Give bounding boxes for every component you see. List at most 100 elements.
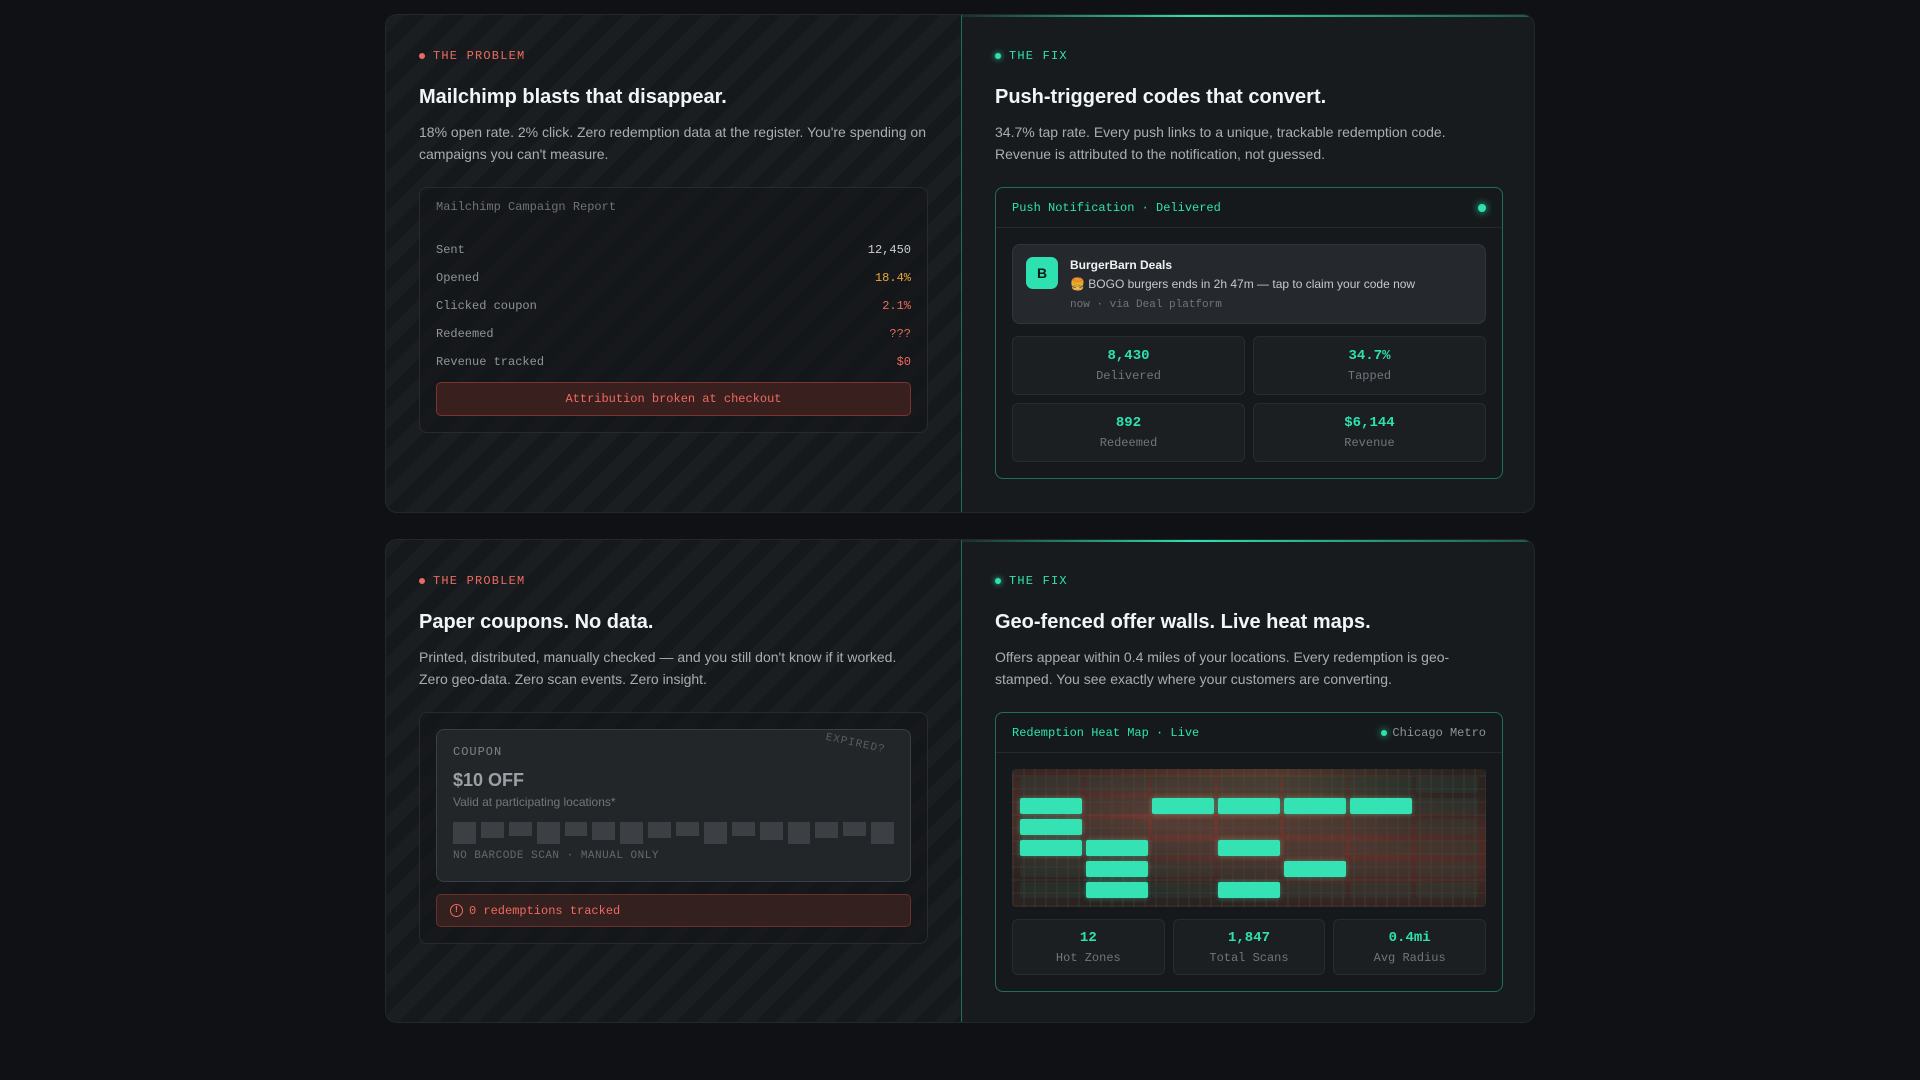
- report-row-value: 2.1%: [882, 299, 911, 313]
- barcode-bar: [676, 822, 699, 836]
- heat-map-cell: [1218, 819, 1280, 835]
- report-row-label: Revenue tracked: [436, 355, 545, 369]
- fix-tag-label: THE FIX: [1009, 49, 1068, 63]
- report-row: Redeemed ???: [436, 320, 911, 348]
- fix-description: 34.7% tap rate. Every push links to a un…: [995, 124, 1446, 162]
- notification-meta: now · via Deal platform: [1070, 299, 1222, 311]
- heat-map-cell: [1152, 819, 1214, 835]
- fix-tag-label: THE FIX: [1009, 574, 1068, 588]
- barcode-bar: [703, 822, 727, 844]
- fix-description: Offers appear within 0.4 miles of your l…: [995, 649, 1450, 687]
- problem-title: Mailchimp blasts that disappear.: [419, 86, 727, 108]
- green-dot-icon: [995, 578, 1001, 584]
- heat-map-cell: [1020, 882, 1082, 898]
- heat-map-cell: [1416, 777, 1478, 793]
- stat-card: $6,144 Revenue: [1253, 403, 1486, 462]
- barcode-bar: [871, 822, 894, 844]
- heat-map-cell: [1218, 861, 1280, 877]
- stat-value: 1,847: [1227, 929, 1270, 946]
- barcode-bar: [648, 822, 671, 838]
- heat-map-cell: [1086, 777, 1148, 793]
- heat-map-cell: [1086, 819, 1148, 835]
- barcode-bar: [592, 822, 616, 840]
- heat-map-cell: [1350, 840, 1412, 856]
- redemptions-alert-label: 0 redemptions tracked: [469, 903, 621, 918]
- heat-map-cell: [1020, 777, 1082, 793]
- heat-map-cell: [1350, 819, 1412, 835]
- problem-tag-label: THE PROBLEM: [433, 49, 526, 63]
- problem-tag: THE PROBLEM: [419, 574, 928, 588]
- problem-description: Printed, distributed, manually checked —…: [419, 649, 897, 687]
- stat-label: Tapped: [1347, 369, 1392, 383]
- problem-tag: THE PROBLEM: [419, 49, 928, 63]
- stat-card: 34.7% Tapped: [1253, 336, 1486, 395]
- report-row-label: Clicked coupon: [436, 299, 537, 313]
- hot-zone-cell: [1020, 819, 1082, 835]
- heat-map-cell: [1284, 882, 1346, 898]
- report-row-value: 12,450: [867, 243, 911, 257]
- heat-map-cell: [1020, 861, 1082, 877]
- barcode-bar: [731, 822, 755, 836]
- hot-zone-cell: [1284, 798, 1346, 814]
- report-row-label: Sent: [436, 243, 465, 257]
- push-notification[interactable]: B BurgerBarn Deals 🍔 BOGO burgers ends i…: [1012, 244, 1486, 324]
- report-row-label: Redeemed: [436, 327, 494, 341]
- fix-section: THE FIX Push-triggered codes that conver…: [961, 15, 1534, 512]
- red-dot-icon: [419, 578, 425, 584]
- heat-map-card: Redemption Heat Map · Live Chicago Metro…: [995, 712, 1503, 992]
- report-row-value: $0: [896, 355, 911, 369]
- hot-zone-cell: [1020, 798, 1082, 814]
- barcode-bar: [843, 822, 867, 836]
- push-notification-card: Push Notification · Delivered B BurgerBa…: [995, 187, 1503, 479]
- problem-section: THE PROBLEM Mailchimp blasts that disapp…: [386, 15, 961, 512]
- report-row-value: ???: [889, 327, 911, 341]
- coupon-amount: $10 OFF: [453, 770, 525, 790]
- stat-value: 34.7%: [1348, 348, 1391, 364]
- stat-label: Hot Zones: [1055, 950, 1121, 965]
- campaign-report: Mailchimp Campaign Report Sent 12,450 Op…: [419, 187, 928, 433]
- heat-map-cell: [1416, 798, 1478, 814]
- coupon-kicker: COUPON: [453, 745, 503, 759]
- fake-barcode: [453, 822, 894, 844]
- coupon-comparison-panel: THE PROBLEM Paper coupons. No data. Prin…: [385, 539, 1535, 1023]
- problem-section: THE PROBLEM Paper coupons. No data. Prin…: [386, 540, 961, 1022]
- green-dot-icon: [995, 53, 1001, 59]
- stat-value: 892: [1115, 415, 1142, 431]
- hot-zone-cell: [1218, 882, 1280, 898]
- fix-tag: THE FIX: [995, 574, 1503, 588]
- stat-label: Delivered: [1096, 369, 1161, 383]
- barcode-bar: [480, 822, 504, 838]
- barcode-bar: [564, 822, 588, 836]
- barcode-bar: [453, 822, 476, 844]
- hot-zone-cell: [1218, 840, 1280, 856]
- heat-map-cell: [1416, 819, 1478, 835]
- heat-map-cell: [1284, 840, 1346, 856]
- report-row: Sent 12,450: [436, 236, 911, 264]
- stat-label: Total Scans: [1209, 950, 1289, 965]
- barcode-bar: [815, 822, 839, 838]
- report-row: Opened 18.4%: [436, 264, 911, 292]
- hot-zone-cell: [1350, 798, 1412, 814]
- redemption-heat-map[interactable]: [1012, 769, 1486, 907]
- notification-message: 🍔 BOGO burgers ends in 2h 47m — tap to c…: [1070, 277, 1416, 291]
- hot-zone-cell: [1086, 882, 1148, 898]
- heat-map-cell: [1152, 777, 1214, 793]
- stat-label: Avg Radius: [1373, 950, 1446, 965]
- heat-map-cell: [1284, 777, 1346, 793]
- card-header: Push Notification · Delivered: [996, 188, 1502, 228]
- heat-map-cell: [1086, 798, 1148, 814]
- problem-tag-label: THE PROBLEM: [433, 574, 526, 588]
- heat-map-cell: [1416, 882, 1478, 898]
- stat-value: 0.4mi: [1388, 929, 1431, 946]
- fix-tag: THE FIX: [995, 49, 1503, 63]
- report-row: Revenue tracked $0: [436, 348, 911, 376]
- live-dot-icon: [1478, 203, 1486, 212]
- hot-zone-cell: [1284, 861, 1346, 877]
- push-stats-grid: 8,430 Delivered 34.7% Tapped 892 Redeeme…: [996, 336, 1502, 478]
- email-comparison-panel: THE PROBLEM Mailchimp blasts that disapp…: [385, 14, 1535, 513]
- stat-value: 12: [1079, 929, 1097, 946]
- stat-card: 0.4mi Avg Radius: [1333, 919, 1486, 975]
- stat-card: 892 Redeemed: [1012, 403, 1245, 462]
- heat-map-cell: [1416, 840, 1478, 856]
- redemptions-alert: ! 0 redemptions tracked: [436, 894, 911, 927]
